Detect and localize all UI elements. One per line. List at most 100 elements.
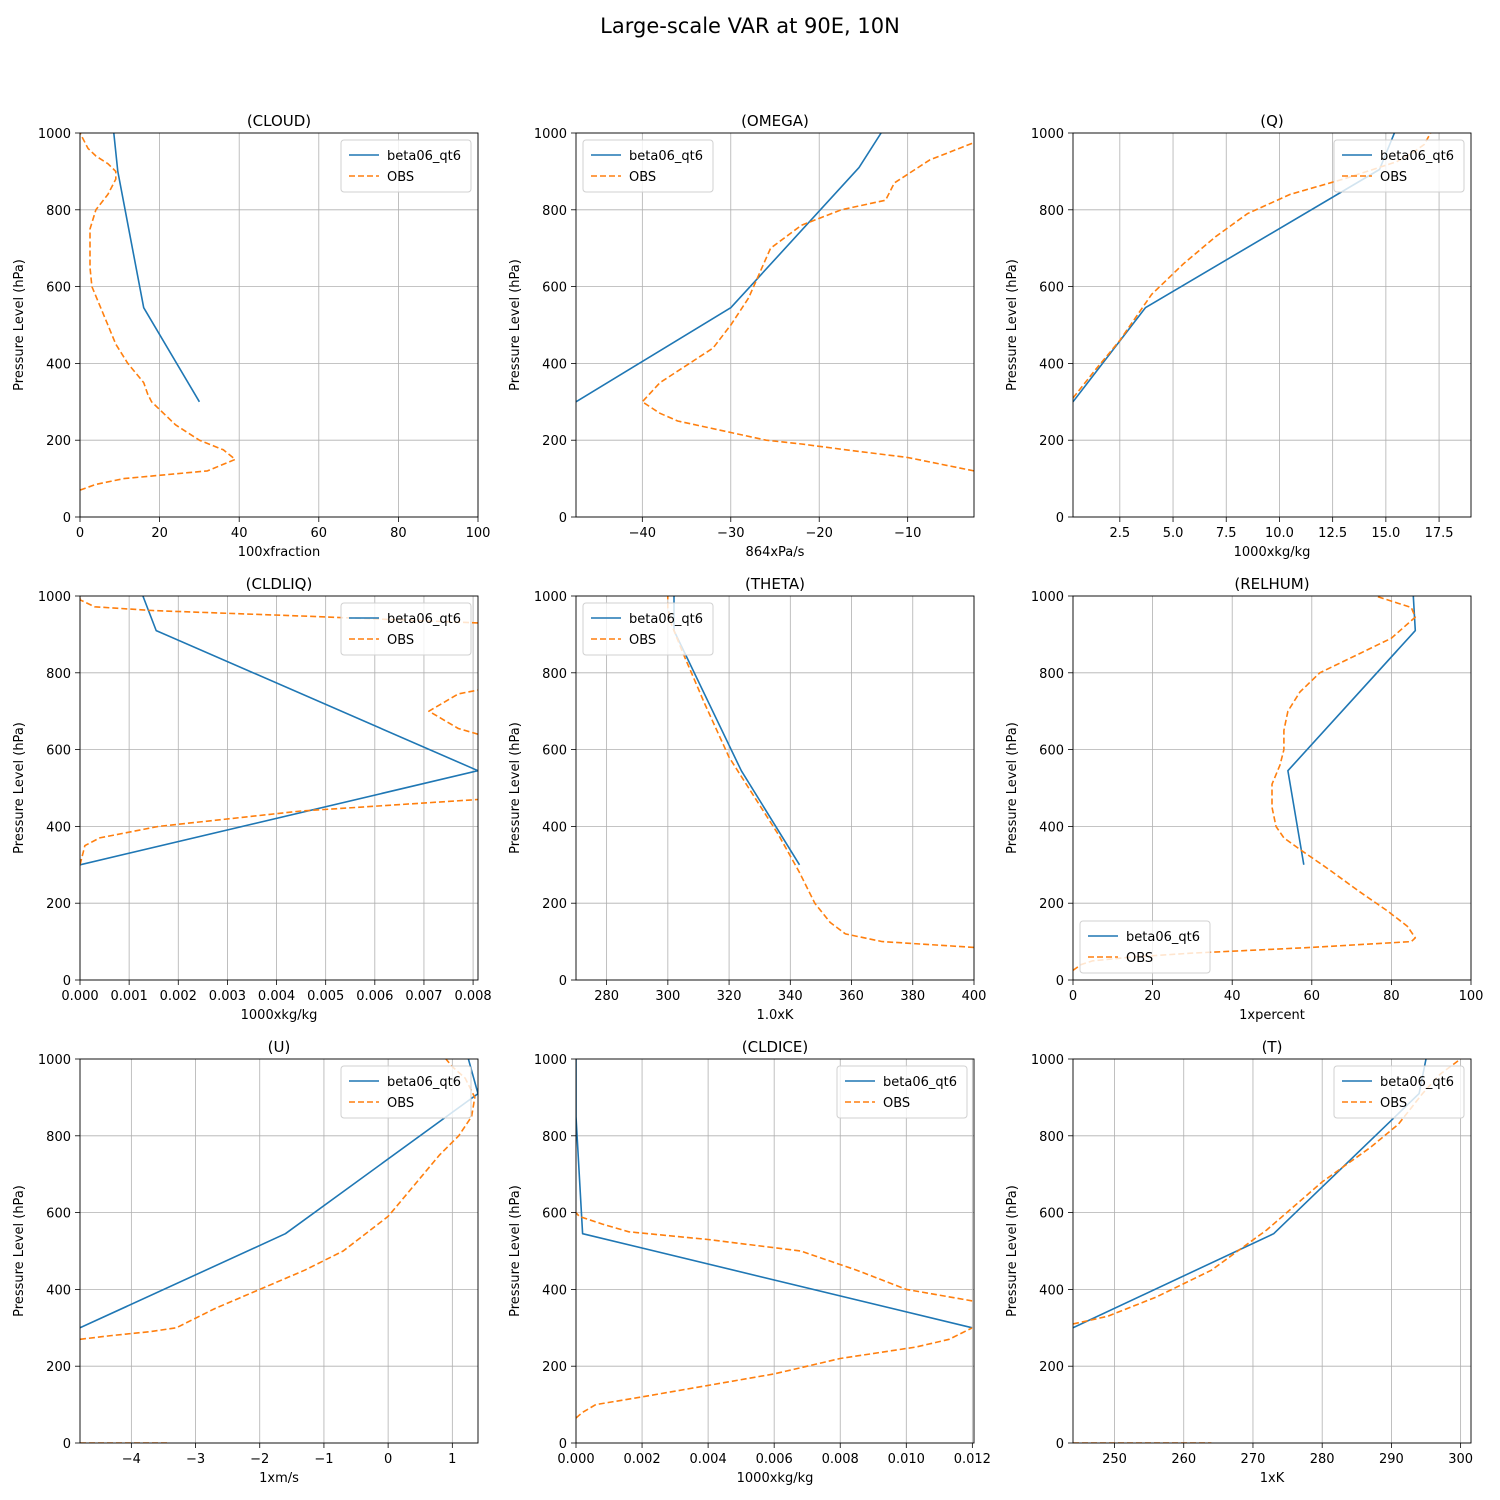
y-tick-label: 0 <box>559 1437 567 1452</box>
y-tick-label: 1000 <box>38 590 71 605</box>
series-line-obs <box>576 1212 973 1302</box>
x-tick-label: 0.007 <box>405 989 442 1004</box>
x-tick-label: 380 <box>900 989 925 1004</box>
plot-frame <box>575 595 975 981</box>
plot-frame <box>1072 595 1472 981</box>
x-tick-label: −3 <box>186 1452 205 1467</box>
chart-panel: 0.000 0.002 0.004 0.006 0.008 0.010 0.012 0 200 4… <box>508 1038 991 1486</box>
y-tick-label: 400 <box>542 357 567 372</box>
x-tick-label: −20 <box>806 526 833 541</box>
y-tick-label: 600 <box>542 744 567 759</box>
series-line-obs <box>576 1327 973 1419</box>
x-tick-label: 40 <box>231 526 248 541</box>
y-tick-label: 200 <box>46 1360 71 1375</box>
legend-label: beta06_qt6 <box>387 612 461 627</box>
legend-label: OBS <box>1380 1096 1407 1111</box>
series-line-obs <box>641 141 974 472</box>
legend-label: beta06_qt6 <box>1126 930 1200 945</box>
legend-label: OBS <box>387 1096 414 1111</box>
series-line-model <box>576 133 882 403</box>
x-tick-label: 300 <box>1448 1452 1473 1467</box>
y-tick-label: 1000 <box>1031 590 1064 605</box>
x-axis-label: 1000xkg/kg <box>241 1008 318 1023</box>
legend-box <box>340 602 472 656</box>
y-tick-label: 0 <box>1056 974 1064 989</box>
y-tick-label: 200 <box>542 897 567 912</box>
figure-title: Large-scale VAR at 90E, 10N <box>600 14 900 38</box>
x-tick-label: −10 <box>894 526 921 541</box>
x-tick-label: 0.004 <box>258 989 295 1004</box>
series-group <box>80 596 478 866</box>
y-tick-label: 1000 <box>1031 127 1064 142</box>
plot-frame <box>1072 132 1472 518</box>
chart-panel: 0 20 40 60 80 10002004006008001000(CLOUD)100x… <box>12 112 490 560</box>
y-tick-label: 400 <box>46 820 71 835</box>
series-line-obs <box>1073 596 1417 972</box>
x-tick-label: 0.001 <box>111 989 148 1004</box>
legend-label: OBS <box>883 1096 910 1111</box>
series-line-model <box>80 596 478 866</box>
x-tick-label: 60 <box>311 526 328 541</box>
x-tick-label: 20 <box>151 526 168 541</box>
chart-title: (Q) <box>1260 112 1284 130</box>
legend-label: OBS <box>387 633 414 648</box>
series-line-model <box>113 133 201 403</box>
x-tick-label: 0.003 <box>209 989 246 1004</box>
chart-panel: 0.000 0.001 0.002 0.003 0.004 0.005 0.006 0.007… <box>12 575 492 1023</box>
chart-title: (CLDLIQ) <box>246 575 313 593</box>
y-tick-label: 600 <box>542 281 567 296</box>
x-tick-label: −2 <box>250 1452 269 1467</box>
y-axis-label: Pressure Level (hPa) <box>1005 259 1020 391</box>
y-tick-label: 200 <box>542 434 567 449</box>
y-axis-label: Pressure Level (hPa) <box>1005 722 1020 854</box>
x-tick-label: 10.0 <box>1265 526 1294 541</box>
legend-label: beta06_qt6 <box>883 1075 957 1090</box>
legend-box <box>1333 1065 1465 1119</box>
x-tick-label: −4 <box>122 1452 141 1467</box>
x-tick-label: 0.004 <box>690 1452 727 1467</box>
plot-frame <box>575 132 975 518</box>
chart-panel: −4 −3 −2 −1 0 1 0 200 400 600 800 1000 (U) 1xm/s Press… <box>12 1038 479 1486</box>
x-tick-label: −1 <box>314 1452 333 1467</box>
x-tick-label: 0.006 <box>756 1452 793 1467</box>
series-group <box>1073 596 1417 972</box>
legend-label: beta06_qt6 <box>1380 149 1454 164</box>
legend: beta06_qt6 OBS <box>1333 139 1465 193</box>
x-tick-label: 80 <box>1383 989 1400 1004</box>
y-tick-label: 600 <box>46 281 71 296</box>
y-tick-label: 800 <box>1039 1130 1064 1145</box>
legend: beta06_qt6 OBS <box>340 139 472 193</box>
chart-panel: −40 −30 −20 −10 0 200 400 600 800 1000 (OMEGA) 864x… <box>508 112 975 560</box>
legend-box <box>1333 139 1465 193</box>
series-line-obs <box>80 133 236 491</box>
x-axis-label: 100xfraction <box>238 545 320 560</box>
y-tick-label: 800 <box>46 1130 71 1145</box>
x-tick-label: 250 <box>1102 1452 1127 1467</box>
x-tick-label: −40 <box>629 526 656 541</box>
y-tick-label: 400 <box>1039 1283 1064 1298</box>
y-tick-label: 1000 <box>534 127 567 142</box>
y-tick-label: 200 <box>1039 434 1064 449</box>
legend-box <box>1079 920 1211 974</box>
y-tick-label: 400 <box>1039 820 1064 835</box>
x-tick-label: 0.002 <box>623 1452 660 1467</box>
x-axis-label: 1xpercent <box>1239 1008 1305 1023</box>
x-tick-label: 100 <box>466 526 491 541</box>
x-axis-label: 1.0xK <box>757 1008 794 1023</box>
series-line-model <box>576 1059 973 1329</box>
x-tick-label: 0.002 <box>160 989 197 1004</box>
legend-label: OBS <box>387 170 414 185</box>
x-tick-label: 0 <box>1069 989 1077 1004</box>
x-tick-label: 300 <box>655 989 680 1004</box>
series-line-obs <box>80 1059 476 1341</box>
y-tick-label: 600 <box>542 1207 567 1222</box>
y-axis-label: Pressure Level (hPa) <box>12 259 27 391</box>
series-line-obs <box>428 689 478 735</box>
y-tick-label: 1000 <box>38 127 71 142</box>
y-tick-label: 800 <box>542 1130 567 1145</box>
legend: beta06_qt6 OBS <box>1333 1065 1465 1119</box>
legend-label: beta06_qt6 <box>387 1075 461 1090</box>
y-tick-label: 200 <box>1039 1360 1064 1375</box>
y-axis-label: Pressure Level (hPa) <box>508 722 523 854</box>
x-tick-label: 360 <box>839 989 864 1004</box>
